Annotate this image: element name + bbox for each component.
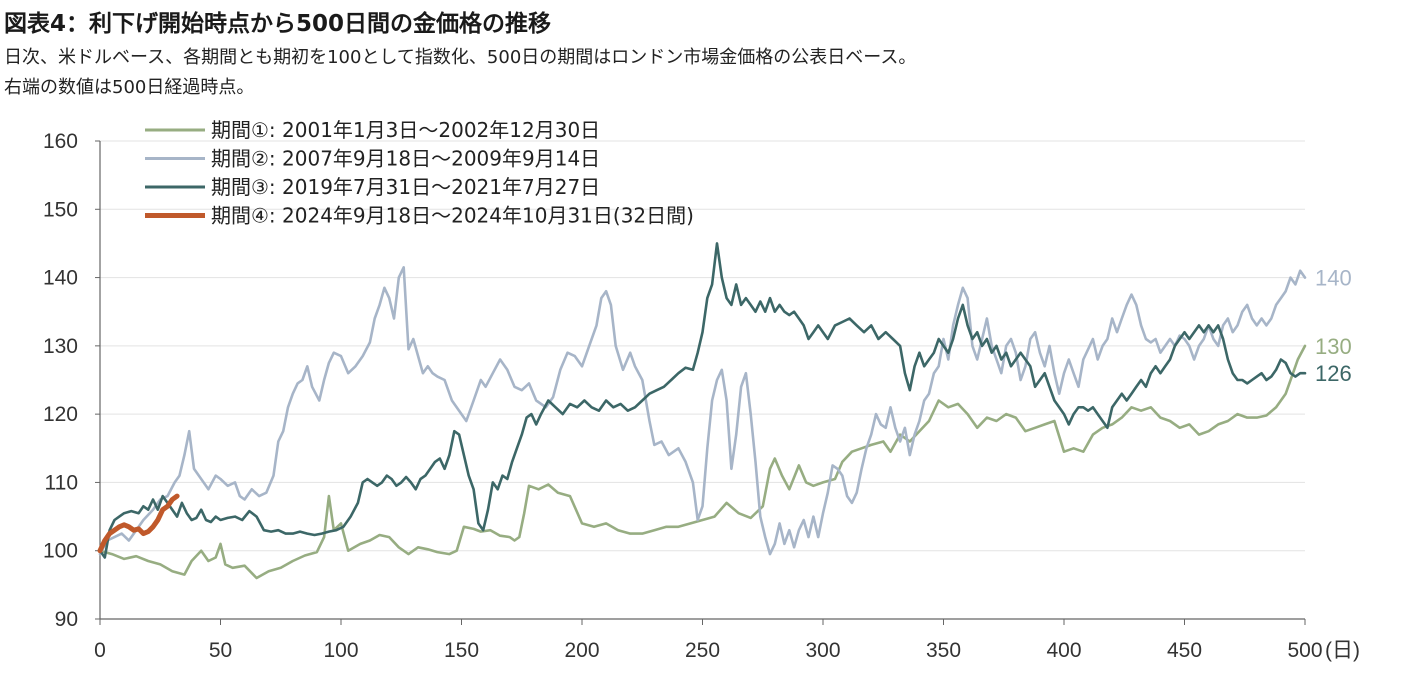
y-tick-label: 150 [43,198,78,221]
end-label-1: 130 [1315,334,1352,359]
legend-label-1: 期間①: 2001年1月3日～2002年12月30日 [211,118,600,142]
y-tick-labels: 90 100 110 120 130 140 150 160 [43,130,78,631]
y-tick-label: 90 [55,608,78,631]
series-line-4 [97,493,180,554]
x-tick-label: 100 [323,639,358,662]
series-line-3 [98,242,1307,559]
x-axis-unit: (日) [1325,639,1360,662]
x-tick-labels: 0 50 100 150 200 250 300 350 400 450 500 [94,639,1322,662]
x-tick-label: 300 [805,639,840,662]
gridlines [100,140,1305,552]
x-tick-label: 50 [209,639,232,662]
end-labels: 130 140 126 [1315,266,1352,387]
x-tick-label: 400 [1046,639,1081,662]
series-line-1 [98,344,1307,580]
series-lines [97,242,1307,580]
y-tick-label: 100 [43,540,78,563]
y-tick-label: 120 [43,403,78,426]
x-tick-label: 250 [685,639,720,662]
y-tick-label: 110 [45,471,78,494]
chart-note: 右端の数値は500日経過時点。 [4,77,255,98]
x-tick-label: 200 [564,639,599,662]
legend-label-4: 期間④: 2024年9月18日～2024年10月31日(32日間) [211,204,694,228]
y-tick-label: 130 [43,335,78,358]
x-tick-label: 500 [1287,639,1322,662]
x-tick-label: 350 [926,639,961,662]
series-line-2 [98,266,1307,556]
y-tick-label: 140 [43,267,78,290]
legend-label-3: 期間③: 2019年7月31日～2021年7月27日 [211,175,600,199]
legend-label-2: 期間②: 2007年9月18日～2009年9月14日 [211,147,600,171]
chart-subtitle: 日次、米ドルベース、各期間とも期初を100として指数化、500日の期間はロンドン… [4,47,917,68]
x-tick-label: 150 [444,639,479,662]
end-label-3: 126 [1315,361,1352,386]
chart-title: 図表4：利下げ開始時点から500日間の金価格の推移 [4,11,552,37]
x-tick-label: 0 [94,639,106,662]
y-tick-label: 160 [43,130,78,153]
x-tick-label: 450 [1167,639,1202,662]
end-label-2: 140 [1315,266,1352,291]
axes [95,140,1306,625]
